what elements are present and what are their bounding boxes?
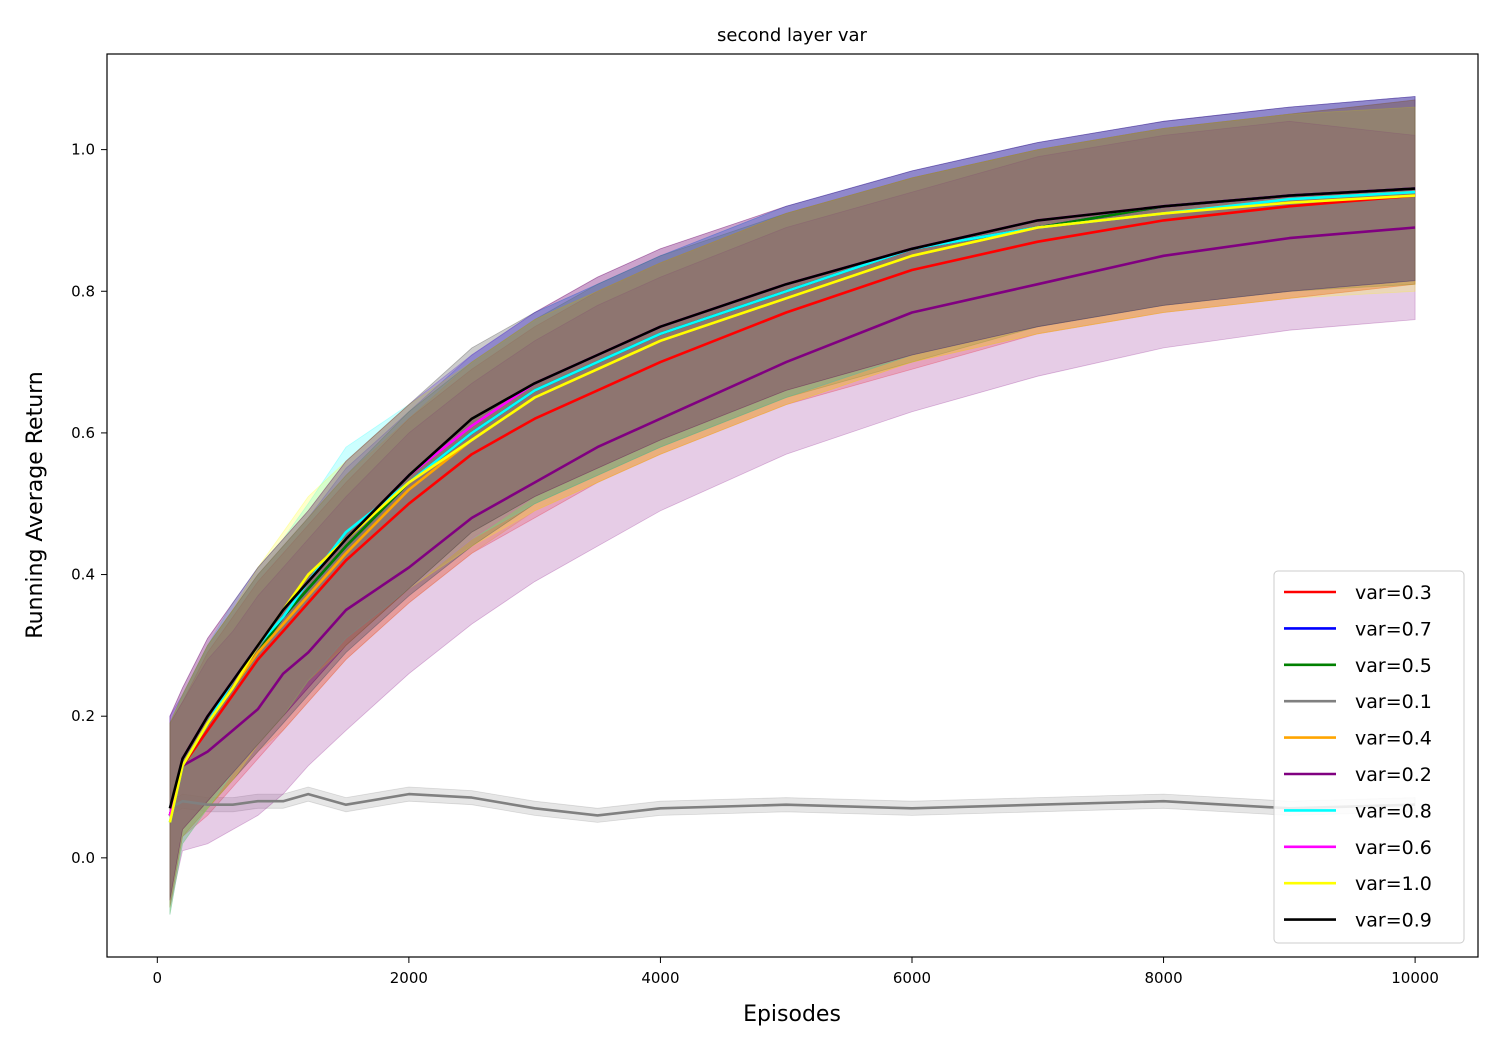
legend-label: var=0.6 [1355, 837, 1432, 859]
band-var=0.8 [169, 96, 1416, 915]
band-var=0.2 [169, 120, 1416, 908]
legend-label: var=0.7 [1355, 618, 1432, 640]
confidence-bands [169, 96, 1416, 915]
y-tick-label: 1.0 [71, 141, 95, 159]
band-var=0.7 [169, 96, 1416, 915]
y-tick-label: 0.2 [71, 707, 95, 725]
y-axis-title: Running Average Return [23, 371, 48, 638]
legend-label: var=0.5 [1355, 655, 1432, 677]
legend-label: var=1.0 [1355, 873, 1432, 895]
legend-label: var=0.2 [1355, 764, 1432, 786]
series-line-var=0.9 [168, 187, 1416, 809]
series-line-var=0.1 [169, 792, 1416, 817]
series-line-var=0.2 [168, 226, 1416, 816]
x-tick-label: 2000 [390, 969, 428, 987]
legend-label: var=0.9 [1355, 910, 1432, 932]
y-tick-label: 0.6 [71, 424, 95, 442]
band-var=0.4 [169, 99, 1416, 908]
x-tick-label: 8000 [1144, 969, 1182, 987]
x-tick-label: 6000 [893, 969, 931, 987]
band-var=1.0 [169, 106, 1416, 915]
x-axis-title: Episodes [743, 1002, 841, 1027]
y-axis-ticks: 0.0 0.2 0.4 0.6 0.8 1.0 [71, 141, 107, 867]
legend-label: var=0.4 [1355, 728, 1432, 750]
x-tick-label: 0 [153, 969, 163, 987]
legend: var=0.3 var=0.7 var=0.5 var=0.1 var=0.4 var=0… [1273, 570, 1465, 944]
series-lines [168, 187, 1416, 823]
legend-label: var=0.3 [1355, 582, 1432, 604]
series-line-var=0.3 [168, 194, 1416, 816]
band-var=0.3 [169, 99, 1416, 908]
legend-label: var=0.8 [1355, 800, 1432, 822]
x-tick-label: 10000 [1391, 969, 1439, 987]
series-line-var=1.0 [168, 194, 1416, 823]
y-tick-label: 0.4 [71, 566, 95, 584]
y-tick-label: 0.0 [71, 849, 95, 867]
band-var=0.6 [169, 96, 1416, 901]
legend-items: var=0.3 var=0.7 var=0.5 var=0.1 var=0.4 var=0… [1284, 582, 1432, 932]
y-tick-label: 0.8 [71, 282, 95, 300]
x-tick-label: 4000 [641, 969, 679, 987]
x-axis-ticks: 0 2000 4000 6000 8000 10000 [153, 957, 1439, 987]
band-var=0.5 [169, 99, 1416, 908]
chart-title: second layer var [717, 25, 867, 46]
legend-label: var=0.1 [1355, 691, 1432, 713]
plot-frame [106, 53, 1479, 958]
band-var=0.9 [169, 96, 1416, 901]
